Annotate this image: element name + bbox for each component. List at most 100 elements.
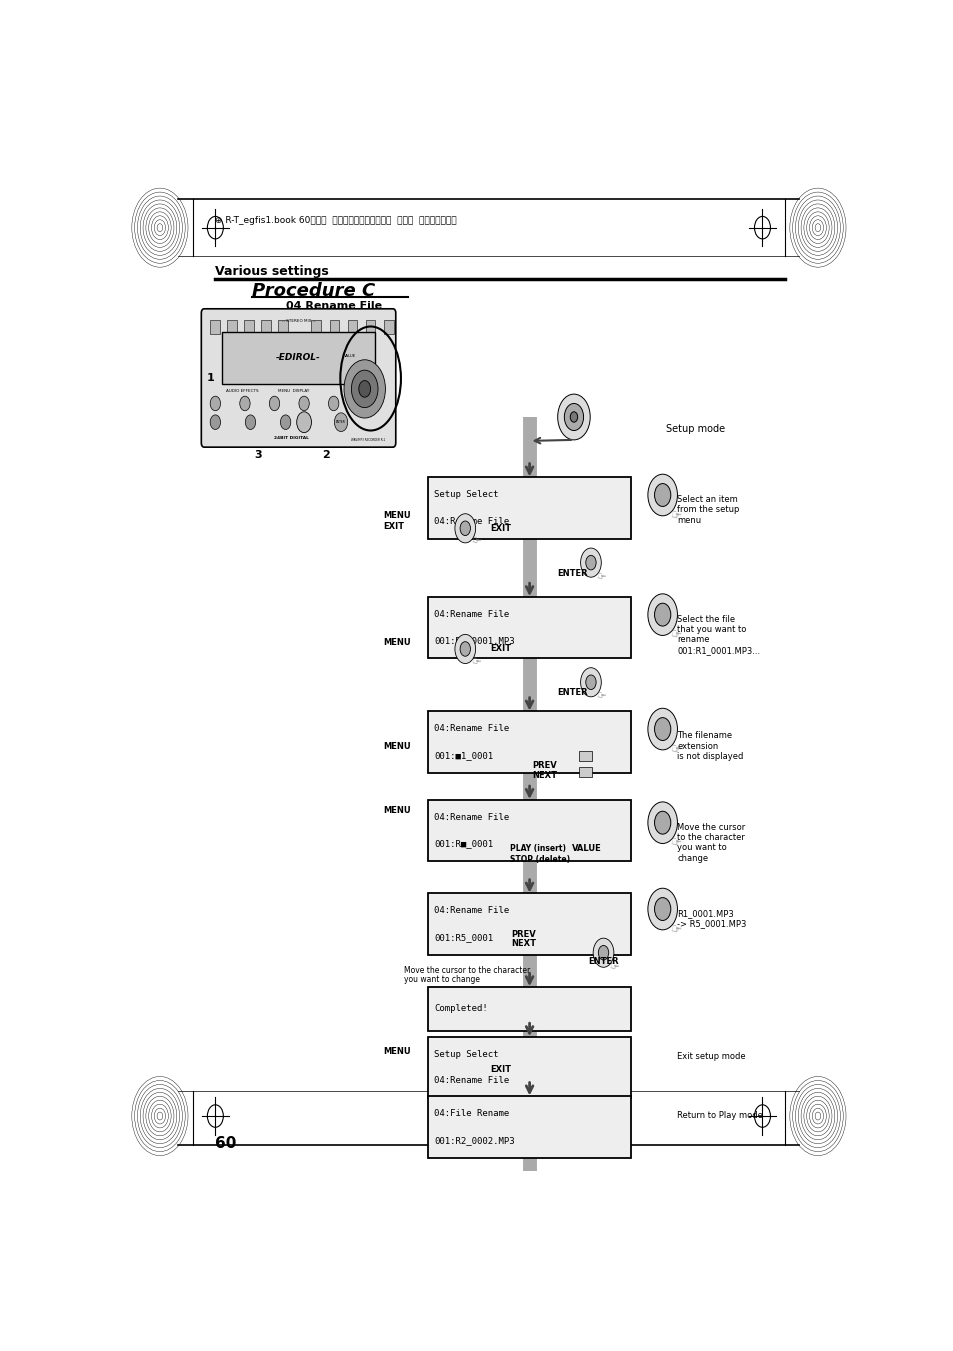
Bar [578,751,592,762]
Text: Return to Play mode: Return to Play mode [677,1111,762,1120]
Text: ENTER: ENTER [557,569,587,577]
Circle shape [459,642,470,657]
Circle shape [344,359,385,417]
Text: 001:R5_0001: 001:R5_0001 [434,932,493,942]
Text: 3: 3 [254,450,262,461]
Text: MENU: MENU [383,805,411,815]
Bar [578,766,592,777]
Text: ☞: ☞ [470,657,482,669]
Bar [383,320,394,334]
Circle shape [210,415,220,430]
Circle shape [455,513,476,543]
Circle shape [358,381,370,397]
Circle shape [580,549,600,577]
Text: 04:File Rename: 04:File Rename [434,1109,509,1119]
Text: Setup mode: Setup mode [665,424,724,434]
Text: ENTER: ENTER [588,957,618,966]
Text: WAV/MP3 RECORDER R-1: WAV/MP3 RECORDER R-1 [351,438,385,442]
Text: PREV: PREV [511,929,536,939]
Text: R1_0001.MP3
-> R5_0001.MP3: R1_0001.MP3 -> R5_0001.MP3 [677,909,746,928]
Circle shape [598,946,608,961]
Text: NEXT: NEXT [531,771,557,781]
Text: ☞: ☞ [595,571,607,584]
Circle shape [296,412,311,432]
Text: 04:Rename File: 04:Rename File [434,611,509,619]
Text: Setup Select: Setup Select [434,490,498,500]
Text: 24BIT DIGITAL: 24BIT DIGITAL [274,436,308,440]
Text: 60: 60 [215,1136,236,1151]
Text: MENU: MENU [383,1047,411,1056]
Bar [278,320,288,334]
Circle shape [580,667,600,697]
Circle shape [564,404,583,431]
Circle shape [585,676,596,689]
Circle shape [351,370,377,408]
Text: ☞: ☞ [668,923,682,938]
Text: Exit setup mode: Exit setup mode [677,1051,745,1061]
Text: Completed!: Completed! [434,1004,487,1013]
Circle shape [647,708,677,750]
Text: PLAY (insert): PLAY (insert) [509,844,565,854]
Text: 04:Rename File: 04:Rename File [434,1077,509,1085]
FancyBboxPatch shape [428,800,630,861]
Text: EXIT: EXIT [490,1065,511,1074]
Text: ☞: ☞ [668,508,682,524]
Text: Select an item
from the setup
menu: Select an item from the setup menu [677,494,740,524]
Text: 04:Rename File: 04:Rename File [434,813,509,821]
Circle shape [654,897,670,920]
Circle shape [210,396,220,411]
Circle shape [570,412,577,422]
Text: EXIT: EXIT [490,524,511,532]
Circle shape [647,888,677,929]
Text: 04:Rename File: 04:Rename File [434,907,509,916]
Circle shape [654,811,670,834]
Circle shape [558,394,590,440]
Circle shape [335,413,347,431]
FancyBboxPatch shape [428,712,630,773]
FancyBboxPatch shape [428,1096,630,1158]
Text: -- STEREO MIX --: -- STEREO MIX -- [281,319,315,323]
Circle shape [269,396,279,411]
Text: MENU: MENU [383,638,411,647]
Text: Move the cursor
to the character
you want to
change: Move the cursor to the character you wan… [677,823,745,863]
Circle shape [654,603,670,626]
Bar [210,320,219,334]
Text: ⊕ R-T_egfis1.book 60ページ  ２００５年１１月１１日  金曜日  午後５時１３分: ⊕ R-T_egfis1.book 60ページ ２００５年１１月１１日 金曜日 … [215,216,456,224]
Text: NEXT: NEXT [511,939,536,948]
Text: 001:R2_0002.MP3: 001:R2_0002.MP3 [434,1136,515,1144]
Text: ☞: ☞ [668,628,682,643]
Text: 001:R■_0001: 001:R■_0001 [434,839,493,848]
Bar [311,320,321,334]
FancyBboxPatch shape [428,988,630,1031]
Text: -EDIROL-: -EDIROL- [275,353,320,362]
Circle shape [654,484,670,507]
Bar [347,320,357,334]
Circle shape [585,555,596,570]
Text: Setup Select: Setup Select [434,1050,498,1059]
Text: PREV: PREV [531,761,556,770]
Text: 001:■1_0001: 001:■1_0001 [434,751,493,759]
Bar [227,320,236,334]
Bar [329,320,339,334]
FancyBboxPatch shape [222,332,375,384]
Text: Procedure C: Procedure C [252,282,375,300]
Text: ☞: ☞ [607,961,619,974]
Text: EXIT: EXIT [490,644,511,654]
Text: ☞: ☞ [595,690,607,703]
Text: ENTER: ENTER [335,420,346,424]
Circle shape [328,396,338,411]
Circle shape [647,802,677,843]
Text: Various settings: Various settings [215,265,329,278]
Circle shape [245,415,255,430]
Text: EXIT: EXIT [383,521,404,531]
Text: VALUE: VALUE [571,844,600,854]
FancyBboxPatch shape [428,477,630,539]
Text: 04:Rename File: 04:Rename File [434,516,509,526]
FancyBboxPatch shape [428,893,630,955]
Text: MENU  DISPLAY: MENU DISPLAY [278,389,310,393]
Bar [244,320,253,334]
FancyBboxPatch shape [428,1038,630,1098]
Circle shape [647,594,677,635]
Text: ENTER: ENTER [557,688,587,697]
Circle shape [298,396,309,411]
